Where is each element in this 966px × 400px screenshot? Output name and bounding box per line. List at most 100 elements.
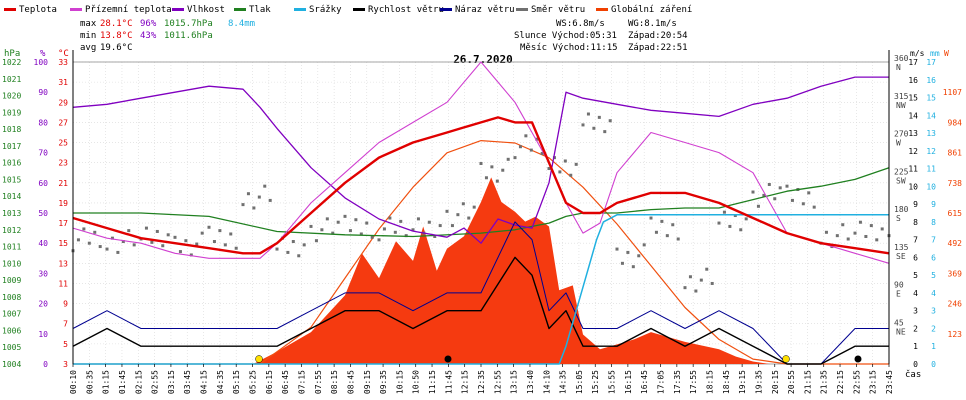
x-tick-label: 10:15 bbox=[395, 370, 404, 394]
tick-label-pct: 60 bbox=[38, 179, 48, 188]
tick-label-hpa: 1009 bbox=[2, 276, 21, 285]
wind-direction-point bbox=[773, 197, 777, 201]
wind-direction-point bbox=[433, 234, 437, 238]
x-tick-label: 07:55 bbox=[314, 370, 323, 394]
tick-label-ms: 1 bbox=[913, 342, 918, 351]
series-global-radiation bbox=[73, 177, 889, 364]
tick-label-ms: 5 bbox=[913, 271, 918, 280]
wind-direction-point bbox=[218, 229, 222, 233]
info-ws: WS:6.8m/s bbox=[556, 19, 605, 29]
legend-swatch bbox=[294, 8, 306, 11]
tick-label-hpa: 1015 bbox=[2, 175, 21, 184]
tick-label-pct: 40 bbox=[38, 239, 48, 248]
x-tick-label: 20:55 bbox=[787, 370, 796, 394]
wind-direction-point bbox=[388, 216, 392, 220]
x-tick-label: 05:25 bbox=[249, 370, 258, 394]
x-tick-label: 00:35 bbox=[85, 370, 94, 394]
series-temperature bbox=[72, 116, 890, 255]
tick-label-dir-name: NE bbox=[896, 327, 906, 336]
tick-label-wm2: 1107 bbox=[943, 88, 962, 97]
tick-label-temp: 9 bbox=[63, 300, 68, 309]
wind-direction-point bbox=[155, 229, 159, 233]
legend-swatch bbox=[234, 8, 246, 11]
tick-label-dir-name: N bbox=[896, 63, 901, 72]
wind-direction-point bbox=[461, 202, 465, 206]
sunset-marker bbox=[782, 355, 790, 363]
wind-direction-point bbox=[365, 221, 369, 225]
x-tick-label: 11:15 bbox=[428, 370, 437, 394]
tick-label-temp: 33 bbox=[58, 58, 68, 67]
tick-label-temp: 27 bbox=[58, 118, 68, 127]
axes: hPa% °C m/s mm W1004100510061007100810091010… bbox=[2, 49, 962, 394]
tick-label-mm: 14 bbox=[926, 111, 936, 120]
wind-direction-point bbox=[626, 250, 630, 254]
tick-label-dir: 180 bbox=[894, 205, 909, 214]
tick-label-wm2: 492 bbox=[948, 239, 963, 248]
x-tick-label: 16:45 bbox=[640, 370, 649, 394]
tick-label-hpa: 1014 bbox=[2, 192, 21, 201]
legend-label: Tlak bbox=[249, 5, 271, 15]
stats-max-temp: 28.1°C bbox=[100, 19, 133, 29]
tick-label-temp: 3 bbox=[63, 360, 68, 369]
tick-label-mm: 3 bbox=[931, 307, 936, 316]
wind-direction-point bbox=[739, 228, 743, 232]
wind-direction-point bbox=[320, 228, 324, 232]
wind-direction-point bbox=[524, 134, 528, 138]
tick-label-mm: 7 bbox=[931, 236, 936, 245]
axis-unit-mm: mm bbox=[930, 49, 940, 58]
wind-direction-point bbox=[880, 227, 884, 231]
legend-label: Vlhkost bbox=[187, 5, 225, 15]
wind-direction-point bbox=[82, 227, 86, 231]
wind-direction-point bbox=[722, 210, 726, 214]
stats-max-hum: 96% bbox=[140, 19, 157, 29]
x-tick-label: 09:15 bbox=[363, 370, 372, 394]
wind-direction-point bbox=[144, 226, 148, 230]
tick-label-pct: 90 bbox=[38, 88, 48, 97]
tick-label-hpa: 1007 bbox=[2, 310, 21, 319]
legend-label: Náraz větru bbox=[455, 5, 515, 15]
stats-avg-temp: 19.6°C bbox=[100, 43, 133, 53]
wind-direction-point bbox=[393, 230, 397, 234]
x-tick-label: 17:05 bbox=[657, 370, 666, 394]
wind-direction-point bbox=[801, 202, 805, 206]
wind-direction-point bbox=[824, 230, 828, 234]
x-tick-label: 23:15 bbox=[869, 370, 878, 394]
wind-direction-point bbox=[110, 236, 114, 240]
tick-label-mm: 13 bbox=[926, 129, 936, 138]
tick-label-pct: 70 bbox=[38, 149, 48, 158]
wind-direction-point bbox=[411, 228, 415, 232]
series-rain bbox=[73, 214, 889, 365]
tick-label-ms: 11 bbox=[908, 165, 918, 174]
wind-direction-point bbox=[790, 198, 794, 202]
wind-direction-point bbox=[184, 239, 188, 243]
series-humidity bbox=[72, 76, 889, 244]
info-sun: Slunce Východ:05:31 bbox=[514, 31, 617, 41]
chart-title: 26.7.2020 bbox=[453, 53, 513, 66]
x-tick-label: 08:15 bbox=[330, 370, 339, 394]
wind-direction-point bbox=[858, 220, 862, 224]
wind-direction-point bbox=[699, 278, 703, 282]
plot-area bbox=[71, 61, 891, 365]
wind-direction-point bbox=[506, 157, 510, 161]
tick-label-hpa: 1016 bbox=[2, 159, 21, 168]
x-tick-label: 13:40 bbox=[526, 370, 535, 394]
legend-label: Rychlost větru bbox=[368, 5, 444, 15]
tick-label-wm2: 369 bbox=[948, 269, 963, 278]
tick-label-hpa: 1020 bbox=[2, 92, 21, 101]
wind-direction-point bbox=[694, 289, 698, 293]
stats-min-hum: 43% bbox=[140, 31, 157, 41]
x-tick-label: 01:15 bbox=[102, 370, 111, 394]
tick-label-hpa: 1018 bbox=[2, 125, 21, 134]
wind-direction-point bbox=[173, 235, 177, 239]
wind-direction-point bbox=[234, 246, 238, 250]
legend-label: Teplota bbox=[19, 5, 57, 15]
wind-direction-point bbox=[246, 192, 250, 196]
tick-label-ms: 10 bbox=[908, 182, 918, 191]
series-wind-gust bbox=[72, 221, 889, 365]
wind-direction-point bbox=[87, 241, 91, 245]
wind-direction-point bbox=[490, 165, 494, 169]
x-tick-label: 15:25 bbox=[591, 370, 600, 394]
wind-direction-point bbox=[377, 238, 381, 242]
legend-swatch bbox=[596, 8, 608, 11]
